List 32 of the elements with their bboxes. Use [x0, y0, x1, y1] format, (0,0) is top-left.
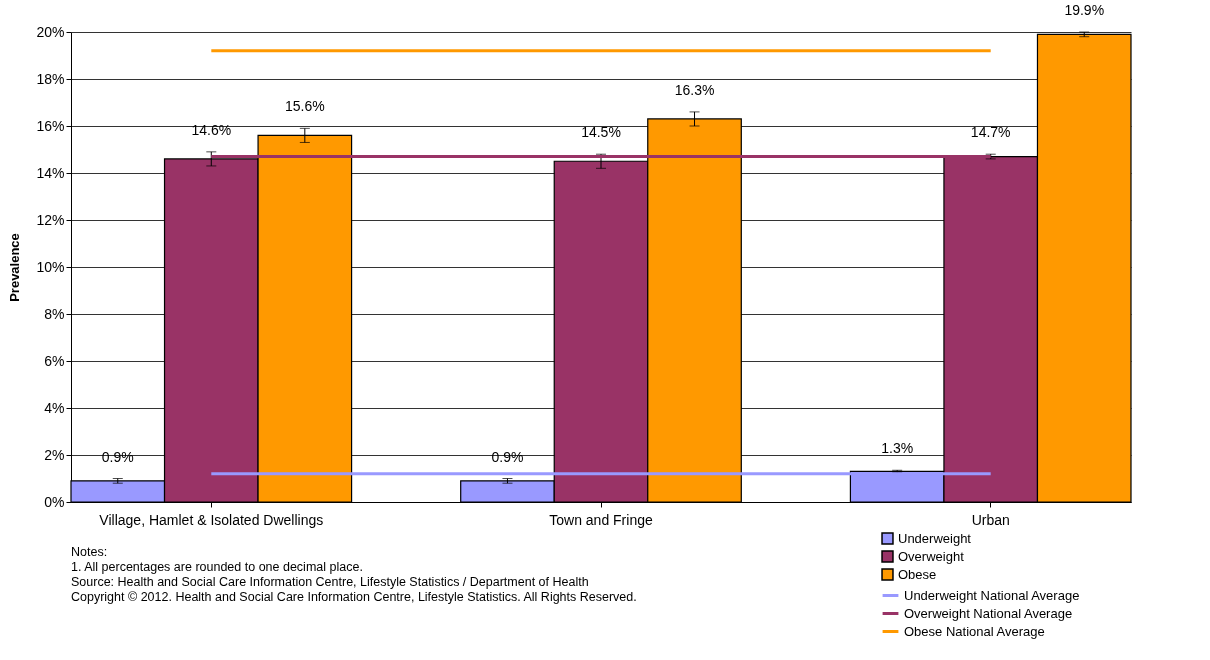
legend-label: Overweight — [898, 548, 965, 564]
text: 1. All percentages are rounded to one decimal place. — [71, 560, 363, 574]
data-label: 14.6% — [191, 121, 232, 138]
legend-label: Overweight National Average — [904, 605, 1073, 621]
y-tick-label: 18% — [36, 70, 65, 87]
data-label: 15.6% — [284, 98, 325, 115]
data-label: 19.9% — [1064, 2, 1105, 18]
data-label: 14.5% — [581, 124, 621, 141]
data-label: 16.3% — [674, 81, 715, 98]
legend-label: Obese — [898, 566, 937, 582]
y-tick-label: 6% — [44, 352, 65, 369]
data-label: 1.3% — [881, 440, 914, 457]
x-tick-label: Village, Hamlet & Isolated Dwellings — [99, 511, 324, 528]
y-tick-label: 12% — [36, 211, 65, 228]
x-tick-label: Town and Fringe — [549, 511, 653, 528]
y-tick-label: 0% — [44, 493, 65, 510]
legend-label: Underweight — [898, 530, 972, 546]
source-note: Source: Health and Social Care Information Centre, Lifestyle Statistics / Department of Health — [71, 575, 589, 589]
y-axis-title: Prevalence — [7, 233, 23, 302]
y-tick-label: 20% — [36, 23, 65, 40]
text: Copyright © 2012. Health and Social Care Information Centre, Lifestyle Statistics. All Rights Reserved. — [71, 590, 637, 604]
legend-label: Underweight National Average — [904, 587, 1080, 603]
y-tick-label: 10% — [36, 258, 65, 275]
text: Notes: — [71, 545, 108, 559]
x-tick-label: Urban — [971, 511, 1010, 528]
y-tick-label: 2% — [44, 446, 65, 463]
y-tick-label: 8% — [44, 305, 65, 322]
y-tick-label: 4% — [44, 399, 65, 416]
y-tick-label: 14% — [36, 164, 65, 181]
y-tick-label: 16% — [36, 117, 65, 134]
data-label: 14.7% — [970, 124, 1011, 141]
legend-label: Obese National Average — [904, 623, 1045, 639]
